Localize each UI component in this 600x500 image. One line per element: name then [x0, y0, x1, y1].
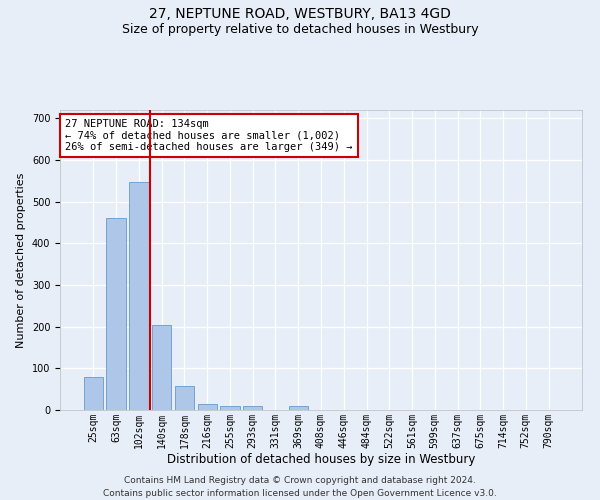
Bar [106, 218, 126, 410]
Y-axis label: Number of detached properties: Number of detached properties [16, 172, 26, 348]
Text: 27, NEPTUNE ROAD, WESTBURY, BA13 4GD: 27, NEPTUNE ROAD, WESTBURY, BA13 4GD [149, 8, 451, 22]
Bar [197, 404, 217, 410]
Bar [289, 406, 308, 410]
Bar [129, 182, 149, 410]
Bar [220, 406, 239, 410]
Text: 27 NEPTUNE ROAD: 134sqm
← 74% of detached houses are smaller (1,002)
26% of semi: 27 NEPTUNE ROAD: 134sqm ← 74% of detache… [65, 119, 353, 152]
Bar [175, 386, 194, 410]
Bar [152, 325, 172, 410]
Bar [84, 377, 103, 410]
Text: Contains HM Land Registry data © Crown copyright and database right 2024.
Contai: Contains HM Land Registry data © Crown c… [103, 476, 497, 498]
Bar [243, 406, 262, 410]
Text: Size of property relative to detached houses in Westbury: Size of property relative to detached ho… [122, 22, 478, 36]
Text: Distribution of detached houses by size in Westbury: Distribution of detached houses by size … [167, 452, 475, 466]
